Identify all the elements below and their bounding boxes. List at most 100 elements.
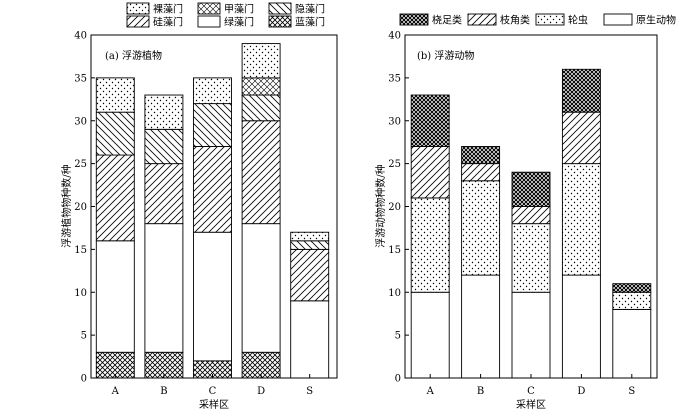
y-tick-label: 15 bbox=[388, 245, 401, 256]
legend-swatch bbox=[126, 2, 150, 15]
bar-segment bbox=[561, 68, 601, 113]
x-tick-label: S bbox=[306, 386, 313, 397]
x-axis-label-zooplankton: 采样区 bbox=[516, 398, 546, 411]
bar-segment bbox=[241, 351, 281, 379]
y-tick-label: 40 bbox=[388, 31, 401, 42]
bar-segment bbox=[561, 274, 601, 379]
bar-segment bbox=[461, 274, 501, 379]
y-tick-label: 10 bbox=[74, 288, 87, 299]
x-tick-label: B bbox=[160, 386, 167, 397]
x-tick-label: C bbox=[527, 386, 535, 397]
x-tick-label: B bbox=[477, 386, 484, 397]
legend-swatch bbox=[197, 15, 221, 28]
bar-segment bbox=[290, 231, 330, 242]
legend-swatch bbox=[268, 15, 292, 28]
y-tick-label: 40 bbox=[74, 31, 87, 42]
bar-segment bbox=[193, 103, 232, 147]
bar-segment bbox=[241, 77, 281, 96]
bar-segment bbox=[144, 94, 184, 130]
legend-zooplankton: 桡足类 枝角类 轮虫 原生动物 bbox=[399, 13, 676, 27]
legend-label: 隐藻门 bbox=[295, 3, 325, 16]
bar-segment bbox=[95, 351, 135, 379]
y-tick-label: 5 bbox=[395, 331, 401, 342]
bar-segment bbox=[144, 223, 184, 353]
y-axis-label-zooplankton: 浮游动物物种数/种 bbox=[374, 164, 387, 247]
legend-swatch bbox=[268, 2, 292, 15]
bar-segment bbox=[95, 77, 135, 113]
legend-swatch bbox=[197, 2, 221, 15]
y-tick-label: 10 bbox=[388, 288, 401, 299]
bar-segment bbox=[561, 163, 601, 276]
bar-segment bbox=[241, 94, 281, 122]
x-tick-label: D bbox=[577, 386, 585, 397]
legend-label: 蓝藻门 bbox=[295, 16, 325, 29]
legend-label: 轮虫 bbox=[568, 14, 588, 27]
bar-segment bbox=[144, 163, 184, 225]
bar-segment bbox=[511, 291, 551, 379]
panel-phytoplankton: 0 5 10 15 20 25 30 35 40 A B C D S (a) 浮游植物 采样区 浮游植物物… bbox=[60, 31, 338, 411]
bar-segment bbox=[193, 146, 232, 233]
axes-phytoplankton: 0 5 10 15 20 25 30 35 40 A B C D S bbox=[74, 31, 313, 398]
bar-segment bbox=[461, 180, 501, 276]
legend-swatch bbox=[467, 13, 497, 26]
y-tick-label: 30 bbox=[388, 116, 401, 127]
bars-phytoplankton bbox=[95, 43, 330, 379]
legend-label: 桡足类 bbox=[432, 14, 462, 27]
bar-segment bbox=[410, 94, 450, 147]
bar-segment bbox=[612, 308, 652, 379]
bar-segment bbox=[144, 351, 184, 379]
bar-segment bbox=[290, 248, 330, 302]
axes-zooplankton: 0 5 10 15 20 25 30 35 40 A B C D S bbox=[388, 31, 635, 398]
bar-segment bbox=[561, 111, 601, 165]
bar-segment bbox=[241, 120, 281, 225]
y-tick-label: 35 bbox=[74, 73, 87, 84]
bar-segment bbox=[410, 291, 450, 379]
bar-segment bbox=[290, 240, 330, 250]
bar-segment bbox=[511, 223, 551, 293]
bar-segment bbox=[144, 128, 184, 165]
y-tick-label: 15 bbox=[74, 245, 87, 256]
bar-segment bbox=[410, 197, 450, 293]
bar-segment bbox=[95, 240, 135, 353]
y-axis-label-phytoplankton: 浮游植物物种数/种 bbox=[60, 164, 73, 247]
y-tick-label: 25 bbox=[74, 159, 87, 170]
x-tick-label: A bbox=[426, 386, 435, 397]
legend-swatch bbox=[399, 13, 429, 26]
bar-segment bbox=[95, 154, 135, 242]
bar-segment bbox=[612, 283, 652, 293]
bar-segment bbox=[95, 111, 135, 156]
legend-label: 绿藻门 bbox=[224, 16, 254, 29]
bar-segment bbox=[461, 146, 501, 165]
bar-segment bbox=[290, 300, 330, 379]
panel-zooplankton: 0 5 10 15 20 25 30 35 40 A B C D S (b) 浮游动物 采样区 浮游动物物… bbox=[374, 31, 658, 411]
x-tick-label: C bbox=[209, 386, 217, 397]
x-tick-label: A bbox=[111, 386, 120, 397]
x-tick-label: S bbox=[628, 386, 635, 397]
y-tick-label: 35 bbox=[388, 73, 401, 84]
legend-label: 原生动物 bbox=[636, 14, 676, 27]
bar-segment bbox=[241, 43, 281, 79]
bar-segment bbox=[511, 206, 551, 225]
legend-label: 裸藻门 bbox=[153, 3, 183, 16]
y-tick-label: 5 bbox=[81, 331, 87, 342]
bar-segment bbox=[612, 291, 652, 310]
x-axis-label-phytoplankton: 采样区 bbox=[199, 398, 229, 411]
bars-zooplankton bbox=[410, 68, 652, 379]
bar-segment bbox=[410, 146, 450, 199]
y-tick-label: 25 bbox=[388, 159, 401, 170]
legend-label: 枝角类 bbox=[500, 14, 530, 27]
bar-segment bbox=[241, 223, 281, 353]
bar-segment bbox=[193, 77, 232, 105]
legend-label: 硅藻门 bbox=[153, 16, 183, 29]
y-tick-label: 20 bbox=[74, 202, 87, 213]
legend-swatch bbox=[603, 13, 633, 26]
y-tick-label: 0 bbox=[81, 374, 87, 385]
legend-swatch bbox=[126, 15, 150, 28]
bar-segment bbox=[511, 171, 551, 207]
y-tick-label: 20 bbox=[388, 202, 401, 213]
legend-label: 甲藻门 bbox=[224, 3, 254, 16]
legend-swatch bbox=[535, 13, 565, 26]
y-tick-label: 0 bbox=[395, 374, 401, 385]
